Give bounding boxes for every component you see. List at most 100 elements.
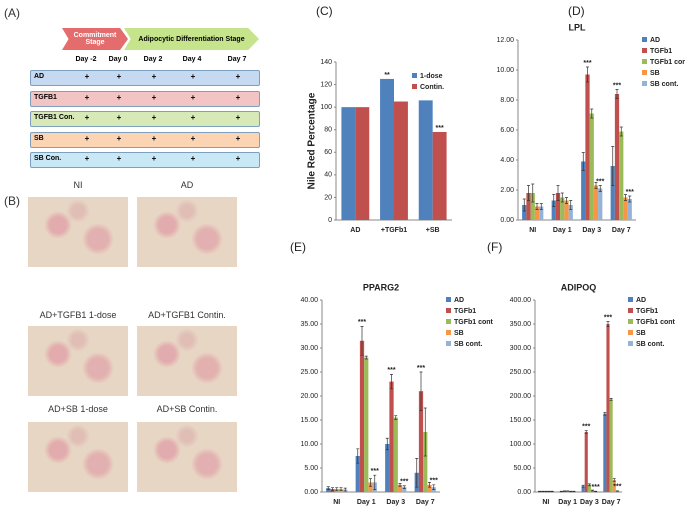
treatment-mark: +	[84, 92, 90, 102]
significance-label: ***	[436, 125, 444, 132]
stage-arrow: Adipocytic Differentiation Stage	[124, 28, 259, 50]
x-tick-label: NI	[529, 227, 536, 234]
error-bar	[603, 411, 607, 416]
error-bar	[619, 126, 623, 137]
error-bar	[415, 458, 419, 488]
treatment-mark: +	[190, 72, 196, 81]
treatment-mark: +	[84, 113, 90, 122]
legend-label: SB cont.	[454, 341, 482, 348]
error-bar	[427, 482, 431, 488]
bar	[609, 399, 613, 492]
error-bar	[612, 478, 616, 482]
y-tick-label: 150.00	[510, 417, 532, 424]
bar	[355, 107, 370, 220]
bar	[555, 193, 561, 220]
error-bar	[564, 197, 568, 204]
bar	[627, 199, 632, 220]
legend-swatch	[412, 84, 417, 89]
y-tick-label: 20	[324, 194, 332, 201]
bar	[585, 74, 590, 220]
bar	[610, 166, 615, 220]
chart-title: ADIPOQ	[561, 282, 597, 292]
bar	[389, 381, 394, 492]
bar	[623, 197, 628, 220]
bar	[522, 205, 527, 220]
bar	[619, 131, 624, 220]
error-bar	[398, 483, 402, 487]
y-tick-label: 0.00	[517, 489, 531, 496]
condition-label: TGFB1	[34, 93, 57, 101]
condition-label: TGFB1 Con.	[34, 114, 75, 121]
error-bar	[569, 200, 573, 210]
legend-label: SB cont.	[650, 81, 678, 88]
error-bar	[373, 474, 377, 490]
y-tick-label: 5.00	[304, 465, 318, 472]
day-label: Day 7	[227, 56, 247, 63]
error-bar	[394, 415, 398, 420]
chart-title: PPARG2	[363, 282, 399, 292]
significance-label: ***	[582, 423, 590, 430]
micrograph-label: AD	[180, 180, 194, 190]
treatment-mark: +	[235, 113, 241, 122]
legend-swatch	[628, 308, 633, 313]
legend-swatch	[628, 330, 633, 335]
legend-swatch	[642, 81, 647, 86]
x-tick-label: Day 1	[357, 499, 376, 506]
bar	[526, 193, 531, 220]
legend-swatch	[628, 297, 633, 302]
bar	[423, 432, 428, 492]
bar	[606, 324, 610, 492]
legend-swatch	[446, 341, 451, 346]
significance-label: ***	[604, 314, 612, 321]
error-bar	[343, 487, 347, 492]
y-tick-label: 20.00	[300, 393, 318, 400]
y-tick-label: 6.00	[500, 127, 514, 134]
legend-label: AD	[636, 297, 646, 304]
panel-label: (A)	[4, 6, 20, 20]
y-tick-label: 100	[320, 104, 332, 111]
treatment-mark: +	[235, 133, 241, 143]
error-bar	[356, 448, 360, 464]
error-bar	[623, 194, 627, 201]
panel-label: (D)	[568, 4, 585, 18]
micrograph-label: AD+SB 1-dose	[48, 404, 108, 414]
x-tick-label: Day 3	[386, 499, 405, 506]
significance-label: ***	[626, 189, 634, 196]
x-tick-label: Day 3	[582, 227, 601, 234]
error-bar	[615, 89, 619, 99]
condition-row: TGFB1 Con. + + + + +	[30, 111, 260, 127]
treatment-mark: +	[116, 133, 122, 143]
y-tick-label: 10.00	[496, 67, 514, 74]
legend-label: 1-dose	[420, 73, 443, 80]
stage-label: Commitment Stage	[73, 32, 117, 46]
condition-label: AD	[34, 73, 45, 80]
error-bar	[522, 198, 526, 212]
error-bar	[535, 203, 539, 210]
error-bar	[335, 487, 339, 491]
condition-row: TGFB1 + + + + +	[30, 90, 260, 107]
error-bar	[581, 152, 585, 171]
significance-label: **	[384, 72, 390, 79]
legend-swatch	[642, 48, 647, 53]
legend-label: TGFb1 cont	[650, 59, 685, 66]
legend-label: TGFb1	[636, 308, 658, 315]
x-tick-label: Day 7	[416, 499, 435, 506]
bar	[612, 480, 616, 492]
micrograph	[28, 422, 128, 492]
bar	[598, 188, 603, 220]
error-bar	[432, 484, 436, 490]
bar	[530, 193, 535, 220]
legend-label: AD	[454, 297, 464, 304]
micrograph	[28, 197, 128, 267]
condition-row: SB + + + + +	[30, 131, 260, 148]
bar	[364, 357, 369, 492]
legend-label: SB	[454, 330, 464, 337]
x-tick-label: +TGFb1	[381, 227, 407, 234]
error-bar	[331, 487, 335, 491]
significance-label: ***	[613, 82, 621, 89]
day-label: Day 4	[182, 56, 202, 63]
x-tick-label: NI	[333, 499, 340, 506]
y-tick-label: 10.00	[300, 441, 318, 448]
significance-label: ***	[387, 367, 395, 374]
